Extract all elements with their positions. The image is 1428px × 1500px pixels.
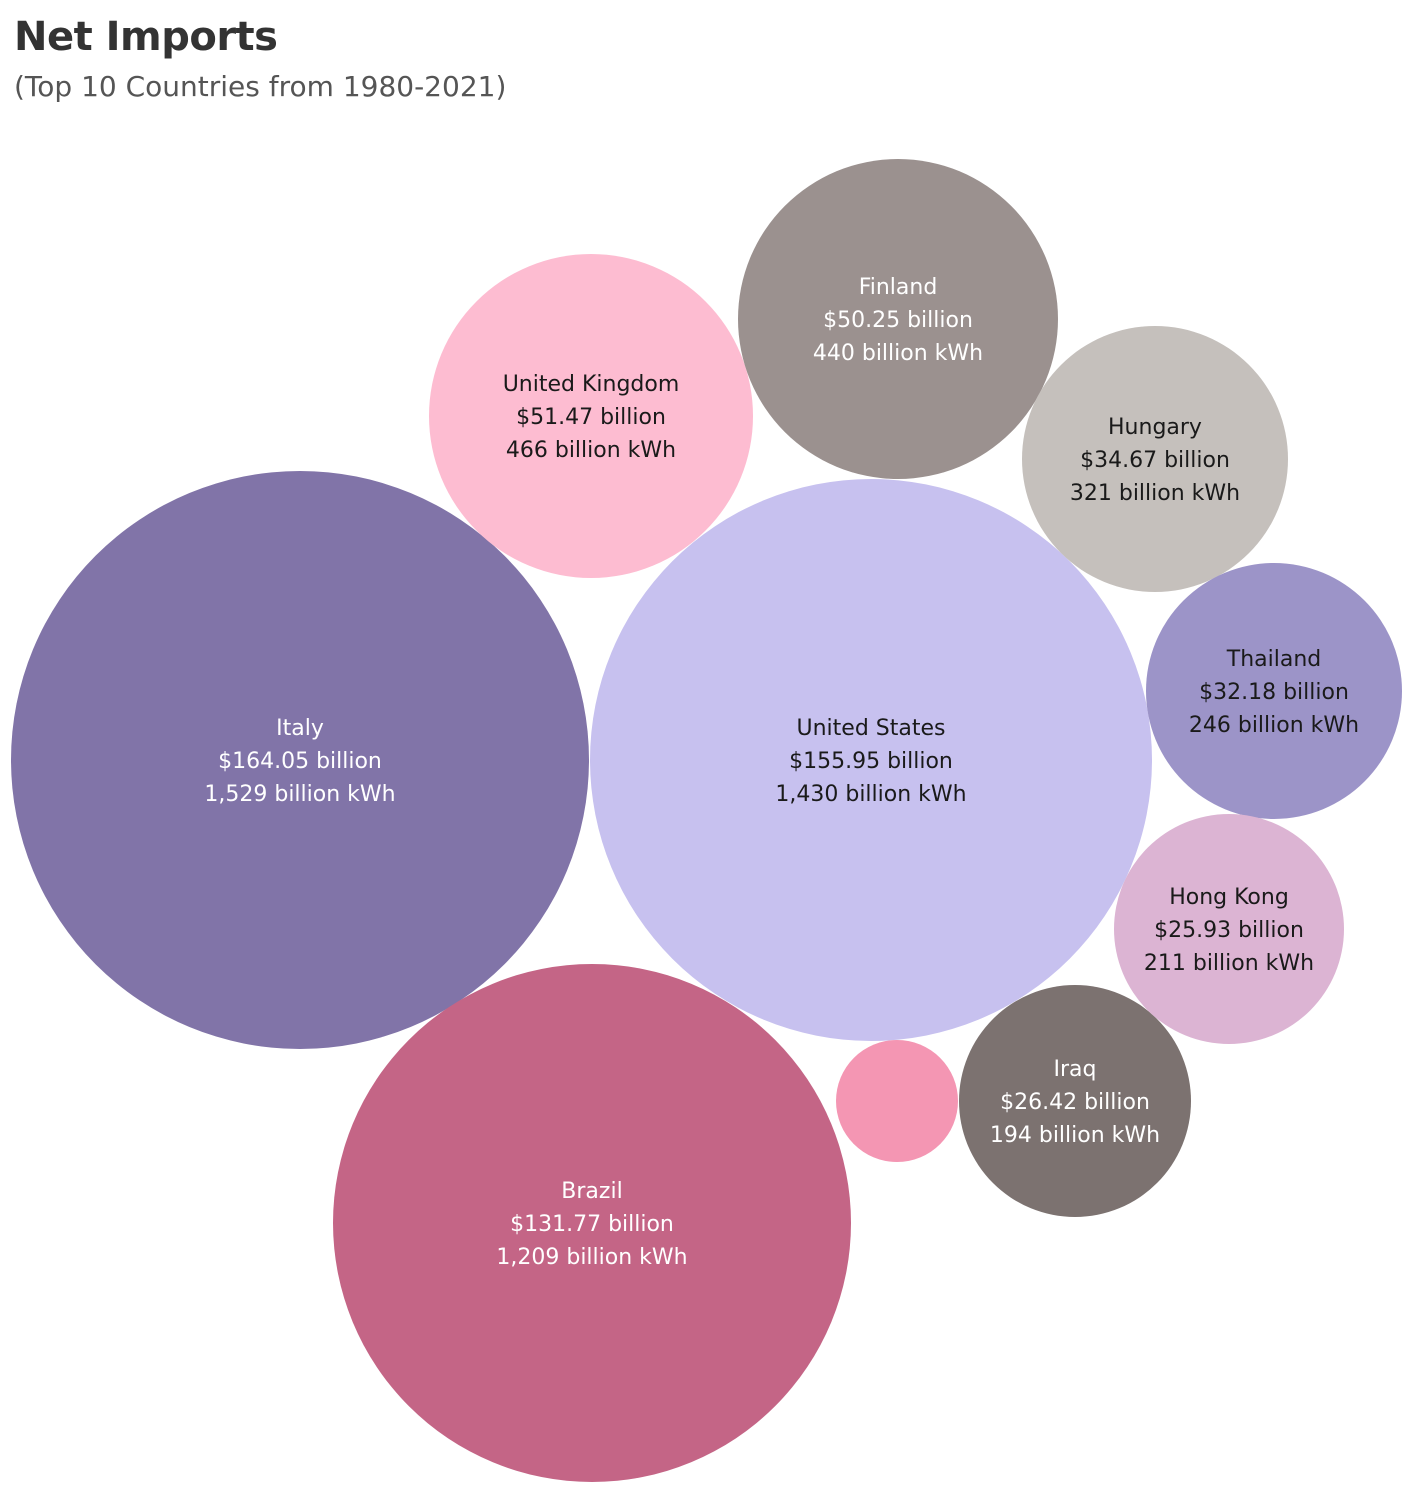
bubble-united-states[interactable]: United States $155.95 billion 1,430 billio… [590,479,1152,1041]
bubble-value-label: $50.25 billion [823,308,973,333]
bubble-circle-unlabeled[interactable] [836,1040,958,1162]
bubble-value-label: $26.42 billion [1000,1090,1150,1115]
bubble-kwh-label: 246 billion kWh [1189,713,1359,738]
bubble-value-label: $51.47 billion [516,405,666,430]
bubble-circle-brazil[interactable] [333,964,851,1482]
bubble-value-label: $164.05 billion [218,749,382,774]
bubble-circle-finland[interactable] [738,159,1058,479]
bubble-circle-hong-kong[interactable] [1114,814,1344,1044]
bubble-value-label: $131.77 billion [510,1212,674,1237]
bubble-country-label: Italy [276,716,324,741]
bubble-value-label: $32.18 billion [1199,680,1349,705]
bubble-kwh-label: 211 billion kWh [1144,951,1314,976]
bubble-circle-thailand[interactable] [1146,563,1402,819]
bubble-country-label: Iraq [1054,1057,1097,1082]
bubble-circle-italy[interactable] [11,471,589,1049]
bubble-kwh-label: 1,209 billion kWh [496,1245,687,1270]
bubble-hungary[interactable]: Hungary $34.67 billion 321 billion kWh [1022,326,1288,592]
bubble-kwh-label: 194 billion kWh [990,1123,1160,1148]
bubble-kwh-label: 466 billion kWh [506,438,676,463]
bubble-brazil[interactable]: Brazil $131.77 billion 1,209 billion kWh [333,964,851,1482]
bubble-country-label: Hong Kong [1169,885,1289,910]
bubble-country-label: Brazil [561,1179,622,1204]
bubble-circle-united-states[interactable] [590,479,1152,1041]
bubble-kwh-label: 1,529 billion kWh [204,782,395,807]
chart-subtitle: (Top 10 Countries from 1980-2021) [14,70,507,103]
bubble-united-kingdom[interactable]: United Kingdom $51.47 billion 466 billion … [429,254,753,578]
chart-title: Net Imports [14,14,278,60]
bubble-country-label: Finland [859,275,938,300]
bubble-kwh-label: 1,430 billion kWh [775,782,966,807]
bubble-thailand[interactable]: Thailand $32.18 billion 246 billion kWh [1146,563,1402,819]
bubble-kwh-label: 321 billion kWh [1070,481,1240,506]
bubble-value-label: $34.67 billion [1080,448,1230,473]
bubble-value-label: $155.95 billion [789,749,953,774]
bubble-finland[interactable]: Finland $50.25 billion 440 billion kWh [738,159,1058,479]
bubble-value-label: $25.93 billion [1154,918,1304,943]
bubble-country-label: Hungary [1108,415,1202,440]
bubble-circle-iraq[interactable] [959,985,1191,1217]
bubble-country-label: United Kingdom [503,372,680,397]
bubble-unlabeled[interactable] [836,1040,958,1162]
bubble-circle-united-kingdom[interactable] [429,254,753,578]
bubble-hong-kong[interactable]: Hong Kong $25.93 billion 211 billion kWh [1114,814,1344,1044]
bubble-country-label: United States [797,716,946,741]
bubble-italy[interactable]: Italy $164.05 billion 1,529 billion kWh [11,471,589,1049]
bubble-kwh-label: 440 billion kWh [813,341,983,366]
bubble-iraq[interactable]: Iraq $26.42 billion 194 billion kWh [959,985,1191,1217]
bubble-country-label: Thailand [1226,647,1321,672]
bubble-circle-hungary[interactable] [1022,326,1288,592]
